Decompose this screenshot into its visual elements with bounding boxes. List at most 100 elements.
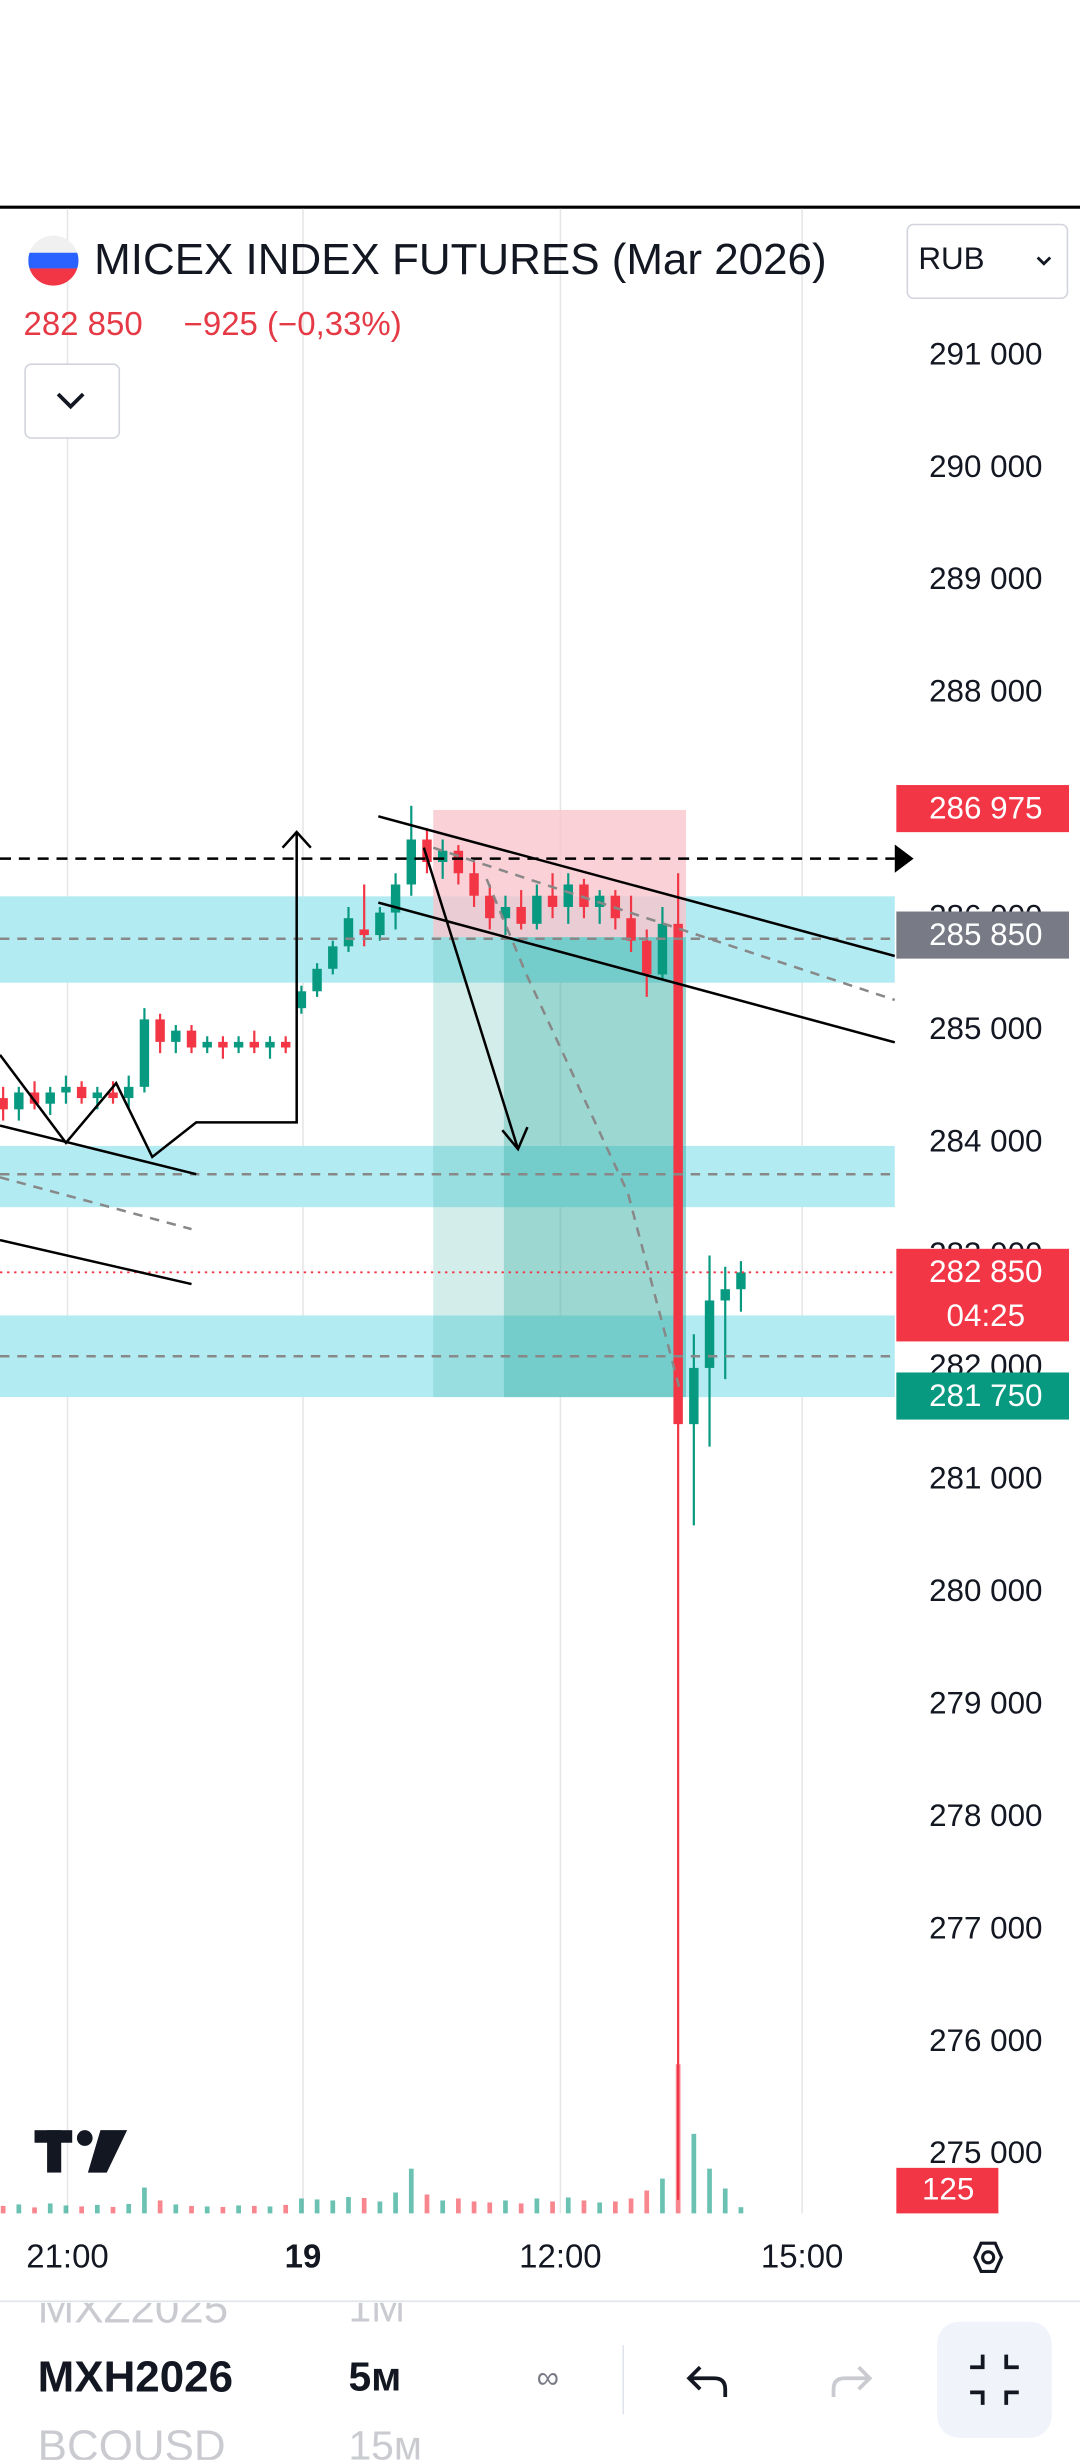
x-tick-label: 21:00	[26, 2238, 108, 2275]
x-tick-label: 15:00	[761, 2238, 843, 2275]
currency-select[interactable]	[906, 223, 1069, 300]
candle-body	[328, 946, 338, 969]
volume-bar	[738, 2207, 744, 2214]
candle-body	[657, 923, 668, 975]
candle-body	[563, 884, 573, 907]
level-arrow	[894, 844, 914, 873]
candle-body	[171, 1030, 181, 1042]
candle-body	[532, 895, 542, 924]
candle-body	[642, 940, 652, 975]
volume-bar	[142, 2187, 147, 2214]
volume-bar	[47, 2203, 53, 2214]
undo-button[interactable]	[686, 2365, 728, 2398]
symbol-list: MXZ2025 1M MXH2026 5м BCOUSD 15м	[38, 2283, 422, 2460]
volume-bar	[550, 2201, 555, 2214]
y-tick-label: 277 000	[929, 1910, 1042, 1945]
volume-bar	[597, 2202, 603, 2214]
vertical-grid	[66, 208, 803, 2214]
volume-bar	[660, 2178, 665, 2214]
volume-bar	[424, 2194, 430, 2214]
y-tick-label: 275 000	[929, 2135, 1042, 2170]
volume-bar	[628, 2198, 634, 2214]
price-tag-label: 282 850	[929, 1254, 1042, 1289]
volume-bar	[612, 2201, 618, 2214]
candle-body	[124, 1086, 134, 1099]
dropdown-icon	[1036, 256, 1052, 266]
y-tick-label: 278 000	[929, 1798, 1042, 1833]
countdown: 04:25	[947, 1298, 1026, 1333]
price-tag	[896, 911, 1070, 959]
volume-bar	[110, 2206, 116, 2214]
price-tag-label: 285 850	[929, 917, 1042, 952]
last-price: 282 850	[24, 305, 143, 342]
volume-bar	[408, 2168, 414, 2214]
fullscreen-button[interactable]	[937, 2321, 1052, 2438]
volume-bar	[126, 2203, 132, 2214]
volume-bar	[251, 2205, 257, 2214]
price-change: −925 (−0,33%)	[184, 305, 402, 342]
price-tag	[896, 1248, 1070, 1342]
volume-bar	[503, 2200, 508, 2214]
volume-bar	[393, 2192, 398, 2214]
price-tag	[896, 785, 1070, 833]
volume-bar	[581, 2200, 587, 2214]
volume-bar	[518, 2203, 524, 2214]
currency: RUB	[918, 241, 984, 276]
symbol-interval[interactable]: 5м	[348, 2354, 401, 2400]
candle-body	[218, 1041, 228, 1048]
symbol-interval[interactable]: 15м	[348, 2423, 421, 2460]
symbol-ticker[interactable]: MXZ2025	[38, 2283, 229, 2332]
candle-body	[312, 968, 322, 992]
candle-body	[202, 1041, 212, 1048]
compare-icon[interactable]: ∞	[537, 2360, 559, 2395]
toolbar: MXZ2025 1M MXH2026 5м BCOUSD 15м	[38, 2283, 422, 2460]
flag	[28, 235, 79, 286]
candle-body	[14, 1092, 24, 1110]
candle-body	[375, 912, 385, 936]
candle-body	[186, 1030, 197, 1048]
price-tag-label: 281 750	[929, 1378, 1042, 1413]
candle-body	[704, 1300, 715, 1368]
candle-body	[469, 873, 479, 896]
candle-body	[76, 1086, 87, 1099]
chevron-icon	[56, 392, 85, 410]
candle-body	[296, 991, 307, 1009]
volume-bar	[707, 2168, 712, 2214]
candle-body	[45, 1092, 55, 1104]
candle-body	[736, 1272, 746, 1290]
volume-bar	[346, 2196, 351, 2214]
y-tick-label: 288 000	[929, 674, 1042, 709]
candle-body	[359, 929, 369, 936]
candle-body	[139, 1019, 150, 1087]
candle-body	[29, 1092, 40, 1104]
trendline	[377, 901, 896, 1044]
flag-stripe	[28, 252, 79, 269]
candle-body	[689, 1367, 699, 1425]
price-tag-label: 286 975	[929, 790, 1042, 825]
volume-bar	[63, 2205, 69, 2214]
symbol-interval[interactable]: 1M	[348, 2284, 405, 2331]
settings-button[interactable]	[973, 2241, 1004, 2274]
redo-button[interactable]	[831, 2365, 873, 2398]
arrow	[422, 847, 529, 1152]
symbol-title: MICEX INDEX FUTURES (Mar 2026)	[94, 235, 826, 284]
candle-body	[61, 1086, 71, 1093]
y-tick-label: 289 000	[929, 561, 1042, 596]
symbol-ticker[interactable]: BCOUSD	[38, 2421, 226, 2460]
volume-bar	[173, 2204, 179, 2214]
candle-body	[500, 906, 511, 919]
volume-bar	[189, 2205, 194, 2214]
volume-bar	[377, 2201, 383, 2214]
y-tick-label: 284 000	[929, 1123, 1042, 1158]
volume-bar	[283, 2204, 289, 2214]
symbol-ticker[interactable]: MXH2026	[38, 2352, 233, 2401]
y-tick-label: 279 000	[929, 1686, 1042, 1721]
candle-body	[233, 1041, 244, 1048]
candle-body	[108, 1092, 118, 1099]
candle-body	[485, 895, 495, 919]
collapse-button[interactable]	[24, 363, 121, 439]
logo-part	[87, 2130, 128, 2173]
